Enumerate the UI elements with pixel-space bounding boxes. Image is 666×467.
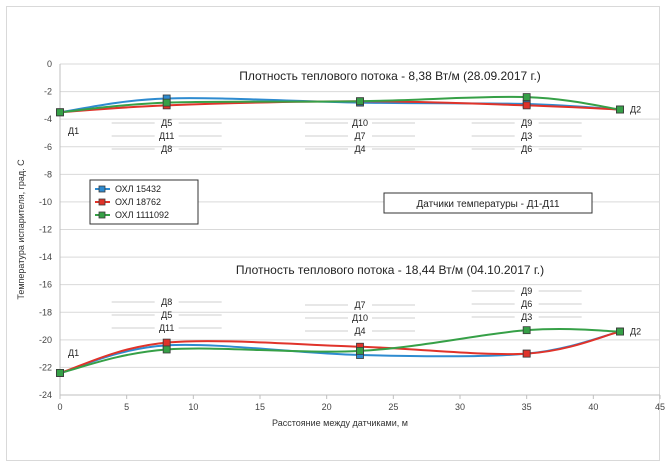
sensor-label: Д6	[521, 299, 532, 309]
group-title: Плотность теплового потока - 18,44 Вт/м …	[236, 263, 544, 277]
x-tick-label: 0	[57, 402, 62, 412]
legend-marker	[98, 198, 106, 206]
x-tick-label: 40	[588, 402, 598, 412]
chart-frame	[6, 6, 660, 461]
sensor-label: Д5	[161, 310, 172, 320]
data-point	[616, 105, 624, 114]
data-point	[522, 326, 531, 335]
note-box-text: Датчики температуры - Д1-Д11	[416, 199, 559, 210]
sensor-label: Д7	[354, 300, 365, 310]
data-point	[162, 338, 171, 347]
sensor-label: Д9	[521, 118, 532, 128]
legend-label: ОХЛ 15432	[115, 184, 161, 194]
data-point	[56, 369, 64, 377]
sensor-label: Д1	[68, 348, 79, 358]
legend-label: ОХЛ 18762	[115, 197, 161, 207]
note-box	[383, 192, 593, 214]
x-tick-label: 35	[522, 402, 532, 412]
y-tick-label: -10	[39, 197, 52, 207]
y-tick-label: -20	[39, 335, 52, 345]
data-point	[522, 93, 531, 101]
sensor-label: Д8	[161, 297, 172, 307]
x-tick-label: 25	[388, 402, 398, 412]
series-line	[59, 328, 621, 374]
sensor-label: Д5	[161, 118, 172, 128]
sensor-label: Д9	[521, 286, 532, 296]
sensor-label: Д6	[521, 144, 532, 154]
sensor-label: Д2	[630, 105, 641, 115]
y-tick-label: -6	[44, 142, 52, 152]
sensor-label: Д10	[352, 313, 368, 323]
data-point	[522, 101, 531, 110]
sensor-label: Д11	[159, 323, 174, 333]
legend-label: ОХЛ 1111092	[115, 210, 169, 220]
sensor-label: Д4	[354, 144, 365, 154]
x-tick-label: 20	[322, 402, 332, 412]
x-axis-title: Расстояние между датчиками, м	[272, 418, 408, 428]
sensor-label: Д7	[354, 131, 365, 141]
data-point	[356, 346, 364, 355]
data-point	[522, 349, 531, 358]
x-tick-label: 5	[124, 402, 129, 412]
sensor-label: Д4	[354, 326, 365, 336]
y-axis-title: Температура испарителя, град. С	[16, 159, 26, 300]
legend-marker	[98, 211, 106, 219]
data-point	[616, 327, 624, 336]
y-tick-label: -4	[44, 114, 52, 124]
y-tick-label: -2	[44, 87, 52, 97]
y-tick-label: -8	[44, 169, 52, 179]
y-tick-label: -12	[39, 225, 52, 235]
data-point	[162, 345, 171, 354]
sensor-label: Д3	[521, 131, 532, 141]
sensor-label: Д1	[68, 126, 79, 136]
y-tick-label: -14	[39, 252, 52, 262]
y-tick-label: -16	[39, 280, 52, 290]
sensor-label: Д10	[352, 118, 368, 128]
y-tick-label: -24	[39, 390, 52, 400]
sensor-label: Д2	[630, 327, 641, 337]
group-title: Плотность теплового потока - 8,38 Вт/м (…	[239, 69, 541, 83]
legend-marker	[98, 185, 106, 193]
y-tick-label: -18	[39, 307, 52, 317]
x-tick-label: 10	[188, 402, 198, 412]
data-point	[56, 108, 64, 117]
x-tick-label: 15	[255, 402, 265, 412]
sensor-label: Д11	[159, 131, 174, 141]
sensor-label: Д8	[161, 144, 172, 154]
data-point	[356, 97, 364, 106]
x-tick-label: 30	[455, 402, 465, 412]
sensor-label: Д3	[521, 312, 532, 322]
y-tick-label: 0	[47, 59, 52, 69]
x-tick-label: 45	[655, 402, 665, 412]
data-point	[162, 98, 171, 107]
y-tick-label: -22	[39, 362, 52, 372]
